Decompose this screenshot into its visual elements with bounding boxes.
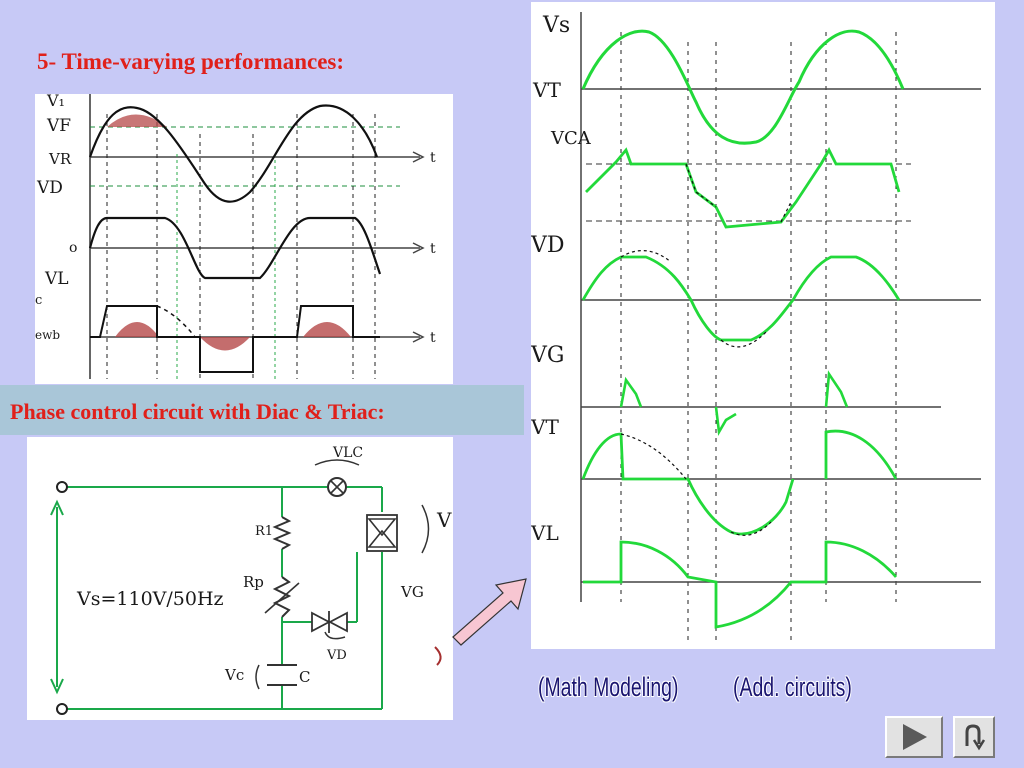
label-t2: t: [430, 241, 436, 257]
label-vt-wave: VT: [531, 415, 559, 439]
label-cut1: c: [35, 293, 42, 308]
label-r1: R1: [255, 524, 273, 539]
label-vca: VCA: [550, 128, 592, 149]
label-vd: VD: [36, 178, 63, 198]
time-waveforms-panel: V₁ VF VR VD o VL t t t c ewb: [35, 94, 453, 384]
label-v1: V₁: [46, 94, 65, 110]
label-vd-wave: VD: [531, 233, 565, 258]
circuit-panel: Vs=110V/50Hz VLC R1 Rp C Vc VD VG V: [27, 437, 453, 720]
label-vr: VR: [48, 150, 72, 168]
banner-title: Phase control circuit with Diac & Triac:: [10, 399, 385, 424]
add-circuits-link[interactable]: (Add. circuits): [733, 672, 852, 702]
math-modeling-link[interactable]: (Math Modeling): [538, 672, 679, 702]
label-v: V: [436, 508, 452, 532]
label-c: C: [299, 668, 310, 686]
diac-triac-circuit-diagram: Vs=110V/50Hz VLC R1 Rp C Vc VD VG V: [50, 445, 452, 715]
time-waveforms-diagram: V₁ VF VR VD o VL t t t c ewb: [35, 94, 436, 379]
label-vg-wave: VG: [531, 343, 564, 368]
label-vd: VD: [326, 648, 347, 663]
math-model-waveforms-panel: Vs VT VCA VD VG VT VL: [531, 2, 995, 649]
play-triangle-icon: [903, 724, 927, 750]
label-vl: VL: [44, 269, 69, 289]
circuit-section-banner: Phase control circuit with Diac & Triac:: [0, 385, 524, 435]
label-rp: Rp: [243, 573, 264, 591]
label-zero: o: [69, 240, 77, 256]
pointer-arrow-icon: [452, 578, 527, 646]
label-vt-top: VT: [532, 78, 561, 102]
label-vg: VG: [400, 583, 424, 601]
label-cut2: ewb: [35, 328, 60, 342]
label-vs-supply: Vs=110V/50Hz: [76, 588, 224, 610]
label-t3: t: [430, 330, 436, 346]
math-model-waveforms-diagram: Vs VT VCA VD VG VT VL: [531, 12, 981, 642]
label-vl-wave: VL: [531, 521, 559, 545]
label-vf: VF: [46, 116, 71, 136]
label-vlc: VLC: [332, 445, 363, 461]
next-slide-button[interactable]: [885, 716, 943, 758]
label-t1: t: [430, 150, 436, 166]
label-vs-wave: Vs: [542, 13, 570, 38]
return-button[interactable]: [953, 716, 995, 758]
slide-title: 5- Time-varying performances:: [37, 49, 345, 74]
label-vc: Vc: [224, 666, 244, 684]
u-turn-return-icon: [965, 724, 986, 751]
